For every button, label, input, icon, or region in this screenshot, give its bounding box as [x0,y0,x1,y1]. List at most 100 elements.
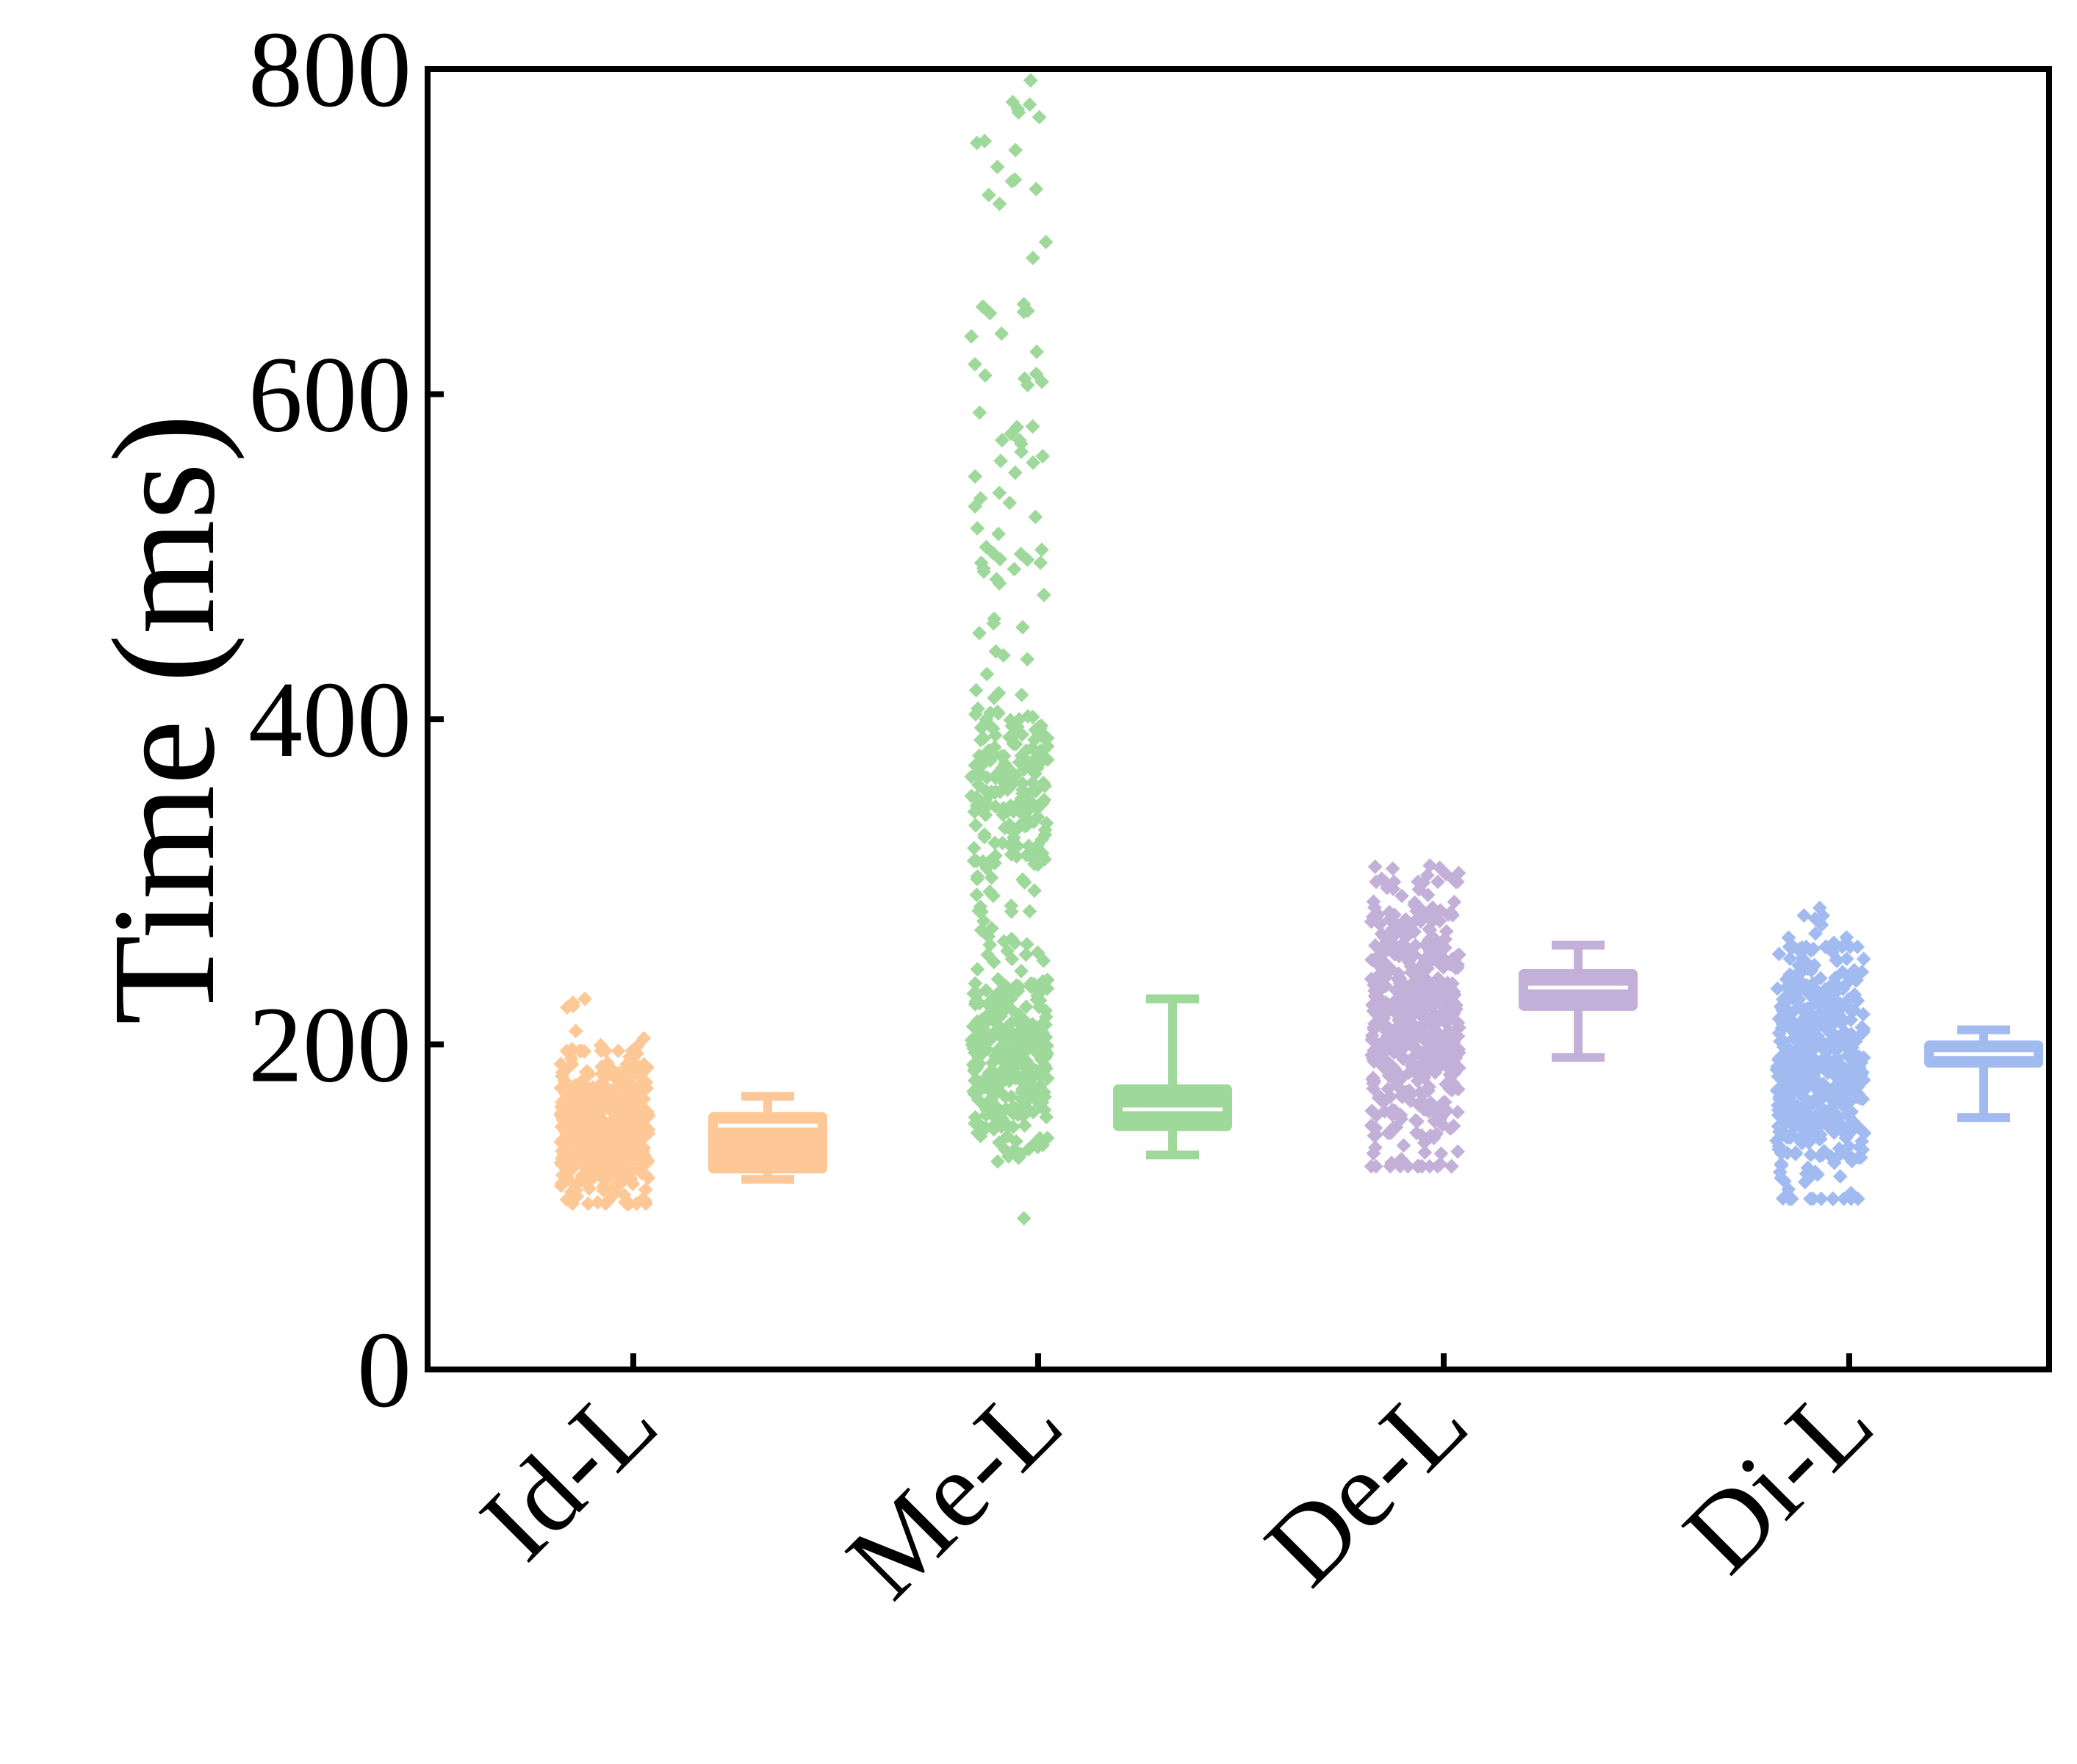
data-point [1025,709,1040,724]
data-point [1832,1141,1847,1156]
data-point [1029,992,1045,1007]
data-point [590,1195,605,1210]
data-point [978,368,993,383]
data-point [996,1032,1011,1047]
data-point [1391,966,1406,982]
data-point [632,1126,647,1142]
data-point [990,1154,1005,1169]
data-point [1018,999,1034,1015]
data-point [1017,875,1032,890]
data-point [1038,1003,1053,1018]
data-point [1428,1062,1444,1078]
data-point [1375,1037,1390,1052]
data-point [590,1155,605,1170]
data-point [1038,1049,1053,1065]
data-point [640,1060,655,1075]
data-point [1430,874,1445,890]
data-point [1824,1100,1839,1115]
data-point [1016,786,1032,802]
data-point [987,727,1003,743]
data-point [1440,1025,1455,1040]
data-point [636,1031,652,1046]
data-point [1796,1025,1811,1040]
strip-Id-L [553,991,656,1212]
data-point [1367,1022,1382,1037]
data-point [1801,1113,1816,1128]
data-point [1433,957,1448,972]
data-point [990,159,1005,175]
data-point [1371,907,1386,922]
data-point [596,1183,611,1198]
data-point [1367,998,1383,1014]
data-point [610,1140,625,1156]
data-point [973,732,988,748]
data-point [1389,1120,1404,1135]
data-point [1009,420,1025,435]
data-point [629,1088,644,1104]
data-point [1807,911,1823,926]
data-point [1032,109,1047,125]
data-point [1812,1018,1827,1033]
data-point [1365,1051,1381,1066]
data-point [1808,926,1823,941]
data-point [1022,97,1037,112]
data-point [1796,1090,1812,1104]
data-point [638,1182,653,1198]
data-point [565,995,580,1010]
data-point [1772,1063,1788,1079]
data-point [1022,1103,1037,1118]
data-point [608,1120,624,1135]
data-point [982,1033,997,1048]
data-point [564,1042,580,1056]
box-Id-L [708,1092,827,1184]
data-point [557,1136,572,1151]
data-point [1007,718,1023,733]
data-point [1025,1016,1040,1032]
data-point [1040,1070,1055,1086]
data-point [1023,73,1038,88]
data-point [1002,1068,1018,1084]
data-point [972,625,987,641]
data-point [620,1134,636,1149]
data-point [968,767,984,782]
data-point [996,934,1012,949]
data-point [1804,1043,1820,1058]
data-point [964,788,979,804]
data-point [992,992,1007,1007]
data-point [564,1056,580,1072]
data-point [1782,1130,1798,1145]
data-point [1022,904,1037,919]
data-point [1829,1050,1845,1065]
data-point [1851,1140,1867,1155]
data-point [619,1119,634,1134]
data-point [1837,1085,1853,1101]
data-point [1789,1106,1804,1121]
data-point [1009,849,1024,864]
data-point [968,1116,982,1131]
data-point [977,134,993,148]
data-point [1816,1143,1832,1159]
data-point [1417,1145,1433,1160]
data-point [611,1043,626,1059]
data-point [1388,1037,1403,1052]
y-axis: 0 200 400 600 800 [248,10,444,1430]
data-point [1397,987,1413,1003]
data-point [585,1171,600,1187]
x-tick-label: Di-L [1661,1361,1896,1595]
data-point [612,1176,627,1191]
data-point [1364,1032,1380,1048]
data-point [1017,1117,1032,1133]
data-point [977,829,992,845]
data-point [964,328,979,344]
data-point [1018,947,1034,962]
data-point [1782,1191,1797,1206]
data-point [1807,982,1822,997]
data-point [981,929,996,944]
data-point [1771,1107,1786,1123]
data-point [1813,1127,1828,1142]
data-point [563,1173,578,1189]
data-point [976,913,991,929]
box-Di-L [1924,1025,2043,1123]
data-point [1796,908,1812,923]
data-point [1036,775,1051,791]
